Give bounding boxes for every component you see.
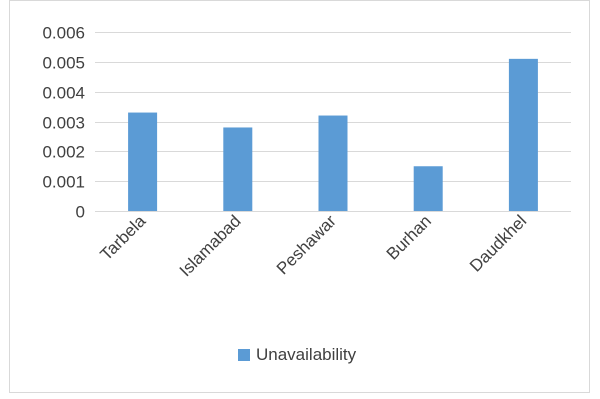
bar-daudkhel [508, 58, 538, 211]
y-tick-label: 0.001 [42, 173, 85, 192]
y-tick-label: 0.002 [42, 143, 85, 162]
y-tick-label: 0.003 [42, 114, 85, 133]
bar-burhan [413, 166, 443, 211]
y-tick-label: 0 [76, 203, 85, 222]
bars [128, 58, 538, 211]
y-tick-label: 0.005 [42, 54, 85, 73]
bar-tarbela [128, 112, 158, 211]
legend: Unavailability [238, 345, 357, 364]
y-tick-label: 0.004 [42, 84, 85, 103]
chart-border [9, 0, 590, 393]
bar-islamabad [223, 127, 253, 211]
y-tick-label: 0.006 [42, 24, 85, 43]
bar-peshawar [318, 115, 348, 211]
legend-label: Unavailability [256, 345, 357, 364]
legend-swatch [238, 349, 250, 361]
y-axis-tick-labels: 0 0.001 0.002 0.003 0.004 0.005 0.006 [42, 24, 85, 222]
